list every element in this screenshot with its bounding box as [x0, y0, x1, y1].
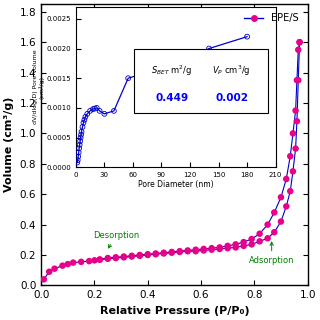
Point	[145, 252, 150, 258]
Point	[249, 242, 254, 247]
Point	[121, 254, 126, 259]
Point	[105, 255, 110, 260]
Point	[129, 253, 134, 258]
Point	[153, 251, 158, 256]
Point	[169, 249, 174, 254]
Point	[290, 169, 295, 174]
Point	[293, 146, 298, 151]
Point	[161, 250, 166, 255]
Point	[209, 246, 214, 251]
Point	[71, 260, 76, 265]
Point	[272, 230, 277, 235]
Point	[278, 219, 284, 224]
Point	[113, 255, 118, 260]
Point	[233, 245, 238, 250]
Point	[294, 78, 300, 83]
Point	[201, 248, 206, 253]
Point	[288, 154, 293, 159]
Point	[293, 108, 298, 113]
Point	[233, 242, 238, 247]
Point	[296, 47, 301, 52]
Point	[284, 204, 289, 209]
Point	[209, 247, 214, 252]
Point	[265, 236, 270, 241]
Point	[145, 252, 150, 257]
Point	[137, 252, 142, 258]
Point	[278, 195, 284, 200]
Point	[249, 236, 254, 242]
Point	[297, 40, 302, 45]
Point	[52, 266, 57, 271]
Point	[113, 255, 118, 260]
Point	[284, 176, 289, 181]
Point	[153, 252, 158, 257]
Point	[79, 259, 84, 264]
Point	[65, 261, 70, 267]
Point	[47, 269, 52, 274]
Point	[169, 250, 174, 255]
Point	[185, 249, 190, 254]
Point	[185, 248, 190, 253]
Point	[290, 131, 295, 136]
Point	[225, 246, 230, 251]
Point	[193, 247, 198, 252]
Point	[257, 239, 262, 244]
Point	[288, 188, 293, 194]
Point	[97, 257, 102, 262]
Point	[265, 222, 270, 227]
X-axis label: Relative Pressure (P/P₀): Relative Pressure (P/P₀)	[100, 306, 249, 316]
Point	[129, 254, 134, 259]
Point	[217, 246, 222, 252]
Point	[257, 231, 262, 236]
Text: Adsorption: Adsorption	[249, 242, 294, 265]
Point	[193, 249, 198, 254]
Point	[92, 258, 97, 263]
Point	[41, 277, 46, 282]
Y-axis label: Volume (cm³/g): Volume (cm³/g)	[4, 97, 14, 192]
Point	[296, 78, 301, 83]
Point	[294, 119, 300, 124]
Point	[60, 263, 65, 268]
Point	[297, 40, 302, 45]
Point	[161, 251, 166, 256]
Point	[177, 249, 182, 254]
Point	[137, 253, 142, 258]
Point	[225, 243, 230, 248]
Point	[105, 256, 110, 261]
Point	[177, 249, 182, 254]
Point	[87, 259, 92, 264]
Point	[97, 257, 102, 262]
Point	[241, 243, 246, 248]
Text: Desorption: Desorption	[93, 230, 140, 248]
Point	[217, 245, 222, 250]
Point	[241, 240, 246, 245]
Legend: EPE/S: EPE/S	[240, 9, 303, 27]
Point	[121, 255, 126, 260]
Point	[272, 210, 277, 215]
Point	[201, 246, 206, 252]
